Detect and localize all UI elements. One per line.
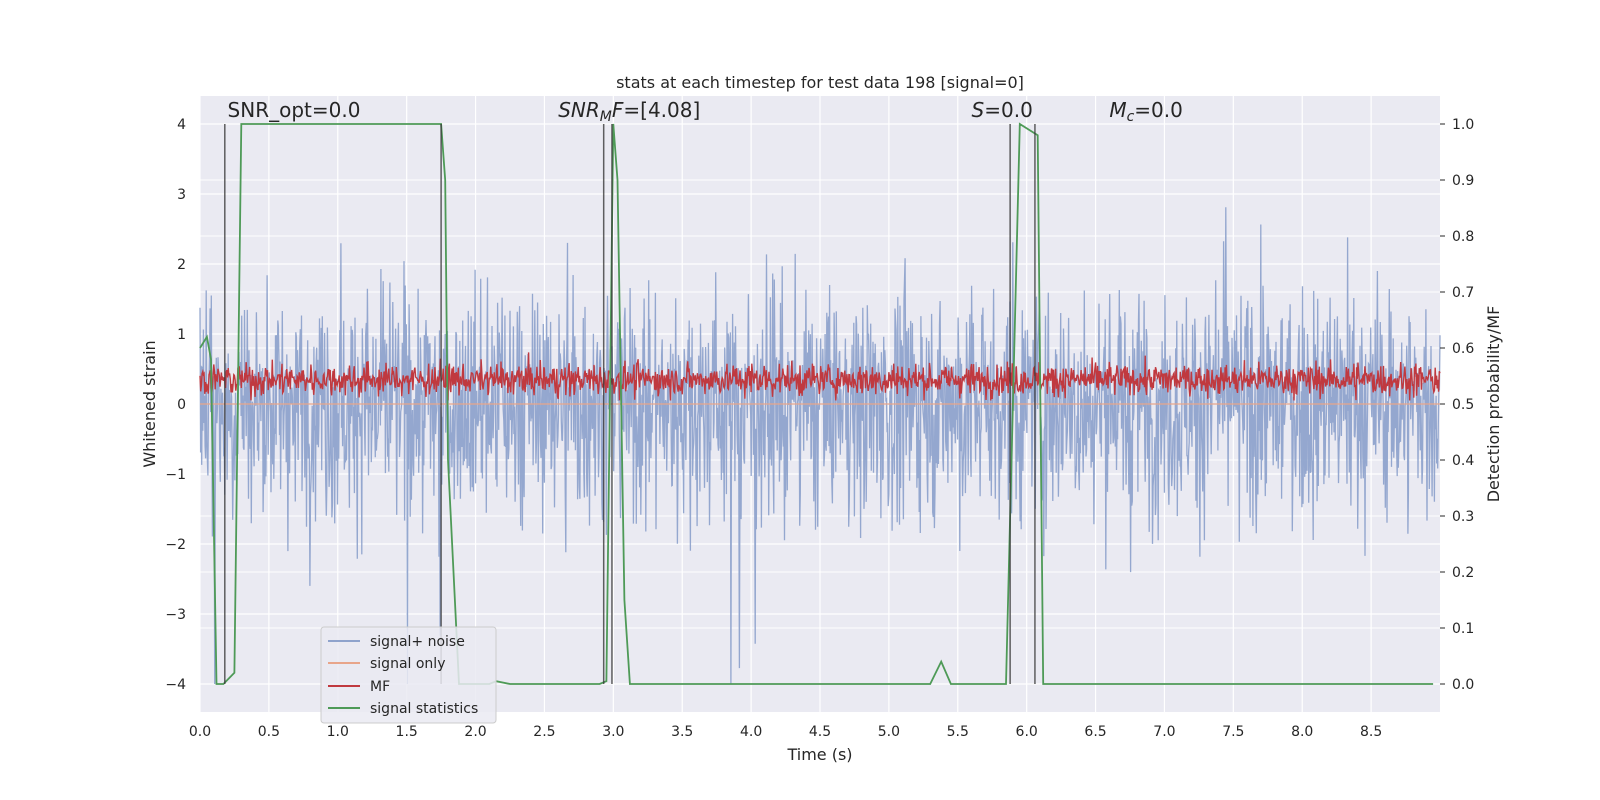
x-tick-label: 0.5: [258, 724, 280, 740]
chart-title: stats at each timestep for test data 198…: [616, 73, 1024, 92]
x-tick-label: 1.5: [396, 724, 418, 740]
series-signal-statistics: [199, 122, 1434, 685]
y-right-tick-label: 0.7: [1452, 285, 1474, 301]
y-left-tick-label: 2: [177, 257, 186, 273]
y-left-tick-label: −2: [165, 537, 186, 553]
x-tick-label: 2.5: [533, 724, 555, 740]
series-mf: [199, 352, 1441, 401]
annotation-text: Mc=0.0: [1109, 98, 1183, 125]
x-tick-label: 3.0: [602, 724, 624, 740]
ticks: 0.0 0.5 1.0 1.5 2.0 2.5 3.0 3.5 4.0 4.5 5.0 5.5 6.0 6…: [165, 117, 1474, 740]
annotation-text: SNRMF=[4.08]: [558, 98, 700, 125]
legend: signal+ noise signal only MF signal stat…: [320, 626, 497, 724]
y-right-tick-label: 0.0: [1452, 677, 1474, 693]
y-right-tick-label: 0.3: [1452, 509, 1474, 525]
y-left-tick-label: −1: [165, 467, 186, 483]
x-tick-label: 1.0: [327, 724, 349, 740]
y-left-tick-label: 1: [177, 327, 186, 343]
y-left-tick-label: 0: [177, 397, 186, 413]
x-tick-label: 7.0: [1153, 724, 1175, 740]
legend-label-mf: MF: [370, 679, 390, 695]
x-tick-label: 7.5: [1222, 724, 1244, 740]
x-tick-label: 2.0: [464, 724, 486, 740]
y-left-tick-label: −3: [165, 607, 186, 623]
y-right-tick-label: 0.5: [1452, 397, 1474, 413]
x-tick-label: 8.5: [1360, 724, 1382, 740]
legend-label-signal-only: signal only: [370, 656, 445, 672]
x-tick-label: 3.5: [671, 724, 693, 740]
y-left-tick-label: 3: [177, 187, 186, 203]
y-right-tick-label: 1.0: [1452, 117, 1474, 133]
y-left-tick-label: 4: [177, 117, 186, 133]
x-tick-label: 6.5: [1084, 724, 1106, 740]
vertical-markers: [224, 124, 1036, 684]
y-right-tick-label: 0.8: [1452, 229, 1474, 245]
series-layer: [199, 122, 1441, 685]
x-tick-label: 5.5: [947, 724, 969, 740]
x-axis-label: Time (s): [786, 745, 852, 764]
x-tick-label: 0.0: [189, 724, 211, 740]
y-right-tick-label: 0.1: [1452, 621, 1474, 637]
annotations: SNR_opt=0.0 SNRMF=[4.08] S=0.0 Mc=0.0: [228, 98, 1183, 125]
x-tick-label: 8.0: [1291, 724, 1313, 740]
y-axis-label-left: Whitened strain: [140, 340, 159, 467]
x-tick-label: 6.0: [1016, 724, 1038, 740]
y-right-tick-label: 0.9: [1452, 173, 1474, 189]
y-right-tick-label: 0.4: [1452, 453, 1474, 469]
y-right-tick-label: 0.6: [1452, 341, 1474, 357]
legend-box: [320, 626, 497, 724]
annotation-text: SNR_opt=0.0: [228, 98, 361, 122]
x-tick-label: 4.0: [740, 724, 762, 740]
legend-label-signal-statistics: signal statistics: [370, 701, 478, 717]
y-right-tick-label: 0.2: [1452, 565, 1474, 581]
annotation-text: S=0.0: [972, 98, 1033, 122]
x-tick-label: 5.0: [878, 724, 900, 740]
y-axis-label-right: Detection probability/MF: [1484, 306, 1503, 503]
legend-label-signal-noise: signal+ noise: [370, 634, 465, 650]
x-tick-label: 4.5: [809, 724, 831, 740]
y-left-tick-label: −4: [165, 677, 186, 693]
